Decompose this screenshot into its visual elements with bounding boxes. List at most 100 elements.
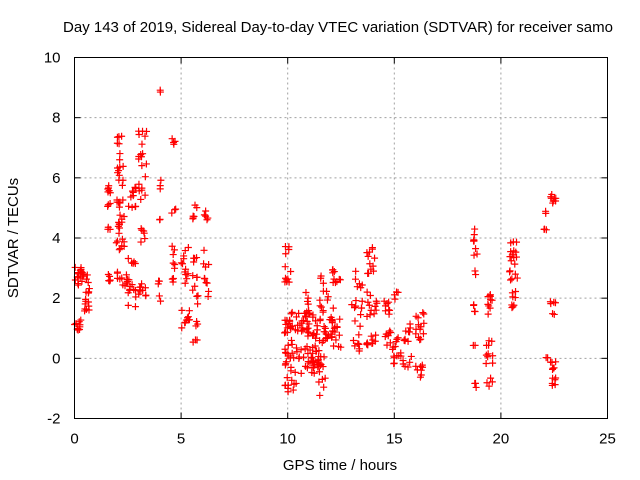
data-point [282,250,290,258]
data-point [315,378,323,386]
x-axis-label: GPS time / hours [283,457,397,474]
data-point [483,379,491,387]
data-point [324,293,332,301]
data-point [351,304,359,312]
data-point [332,336,340,344]
data-point [320,353,328,361]
data-point [168,209,176,217]
data-point [321,324,329,332]
x-tick-label: 0 [70,431,78,448]
data-point [337,343,345,351]
data-point [131,183,139,191]
data-point [550,310,558,318]
data-point [310,331,318,339]
data-point [319,363,327,371]
data-point [193,273,201,281]
data-point [412,312,420,320]
data-point [292,313,300,321]
data-point [135,180,143,188]
data-point [193,317,201,325]
data-point [177,259,185,267]
data-point [372,297,380,305]
data-point [141,132,149,140]
data-point [81,305,89,313]
data-point [304,324,312,332]
data-point [287,336,295,344]
data-point [471,307,479,315]
y-tick-label: 10 [44,50,61,67]
x-tick-label: 25 [599,431,616,448]
data-point [106,277,114,285]
data-point [363,312,371,320]
data-point [135,187,143,195]
data-point [178,306,186,314]
y-tick-label: -2 [47,411,60,428]
data-point [319,307,327,315]
data-point [156,185,164,193]
data-point [329,266,337,274]
data-point [320,383,328,391]
data-point [105,184,113,192]
data-point [489,352,497,360]
data-point [336,315,344,323]
data-point [369,336,377,344]
data-point [202,212,210,220]
data-point [85,285,93,293]
data-point [168,135,176,143]
data-point [473,250,481,258]
data-point [420,310,428,318]
data-point [540,225,548,233]
data-points [71,86,560,399]
data-point [157,297,165,305]
data-point [551,299,559,307]
data-point [333,278,341,286]
data-point [168,242,176,250]
data-point [203,216,211,224]
data-point [124,254,132,262]
data-point [115,133,123,141]
y-tick-label: 8 [52,110,60,127]
data-point [156,86,164,94]
data-point [155,292,163,300]
data-point [389,343,397,351]
data-point [291,368,299,376]
data-point [542,354,550,362]
data-point [394,334,402,342]
data-point [416,373,424,381]
data-point [470,251,478,259]
data-point [385,298,393,306]
data-point [419,309,427,317]
data-point [382,302,390,310]
data-point [513,274,521,282]
data-point [319,279,327,287]
data-point [106,276,114,284]
data-point [301,362,309,370]
data-point [364,298,372,306]
data-point [507,257,515,265]
data-point [200,211,208,219]
data-point [335,331,343,339]
data-point [78,277,86,285]
data-point [125,202,133,210]
data-point [284,341,292,349]
data-point [77,316,85,324]
data-point [119,176,127,184]
data-point [130,258,138,266]
data-point [512,288,520,296]
data-point [307,353,315,361]
data-point [301,312,309,320]
data-point [115,229,123,237]
data-point [412,362,420,370]
data-point [283,374,291,382]
data-point [169,251,177,259]
data-point [353,283,361,291]
data-point [306,346,314,354]
data-point [472,271,480,279]
data-point [349,337,357,345]
data-point [366,291,374,299]
data-point [358,297,366,305]
data-point [113,164,121,172]
data-point [288,308,296,316]
data-point [125,276,133,284]
data-point [316,296,324,304]
